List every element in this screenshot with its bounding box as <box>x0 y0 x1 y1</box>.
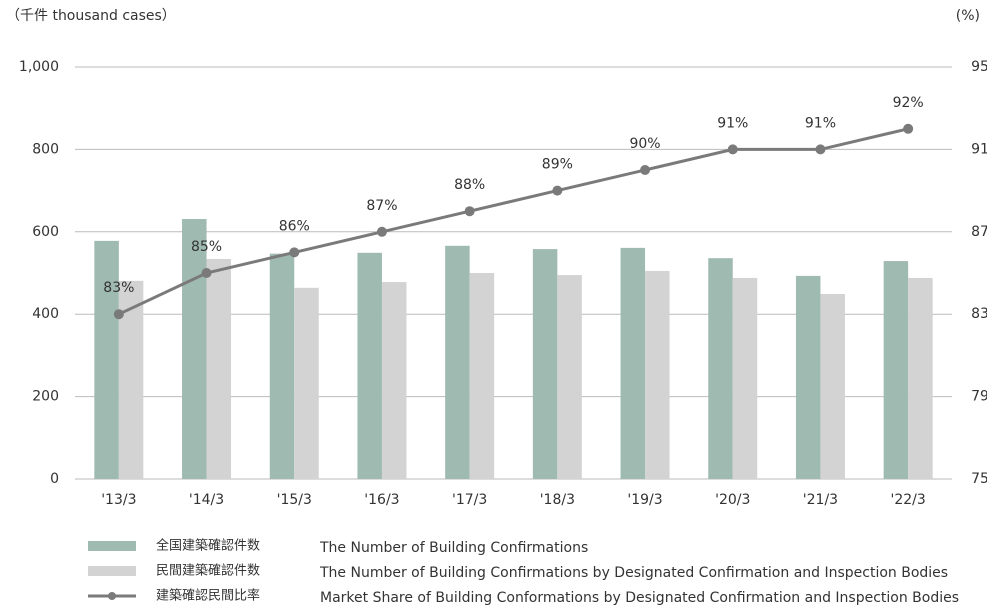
data-label: 86% <box>279 218 310 234</box>
bar <box>620 247 646 479</box>
line-point <box>727 144 738 155</box>
line-point <box>376 226 387 237</box>
bar <box>469 273 495 479</box>
y2-tick-label: 83 <box>971 306 987 322</box>
bar <box>645 270 670 479</box>
y-tick-label: 800 <box>32 141 59 157</box>
data-label: 87% <box>366 198 397 214</box>
data-label: 91% <box>805 115 836 131</box>
y2-tick-label: 79 <box>971 389 987 405</box>
legend-description: Market Share of Building Conformations b… <box>320 590 959 606</box>
x-tick-label: '18/3 <box>540 492 575 508</box>
x-tick-label: '19/3 <box>627 492 662 508</box>
bar <box>732 277 758 479</box>
bar <box>206 258 232 479</box>
line-point <box>289 247 300 258</box>
bar <box>795 275 821 479</box>
legend-description: The Number of Building Confirmations by … <box>319 565 948 581</box>
bar <box>883 261 909 479</box>
legend-label: 建築確認民間比率 <box>156 588 260 604</box>
line-point <box>201 268 212 278</box>
x-tick-label: '13/3 <box>101 492 136 508</box>
bar <box>557 275 582 479</box>
y2-axis-label: (%) <box>956 8 980 24</box>
y2-tick-label: 87 <box>971 224 987 240</box>
legend-label: 全国建築確認件数 <box>156 538 260 554</box>
bar <box>269 253 295 479</box>
y-tick-label: 400 <box>32 306 59 322</box>
bar <box>94 240 119 479</box>
x-tick-label: '14/3 <box>189 492 224 508</box>
line-point <box>552 185 563 196</box>
bar <box>908 277 933 479</box>
y-tick-label: 600 <box>32 224 59 240</box>
data-label: 88% <box>454 177 485 193</box>
y-axis-label: （千件 thousand cases） <box>6 8 176 24</box>
line <box>118 127 909 316</box>
line-point <box>464 206 475 217</box>
x-tick-label: '21/3 <box>803 492 838 508</box>
line-point <box>815 144 826 155</box>
data-label: 83% <box>103 280 134 296</box>
y-tick-label: 1,000 <box>19 59 59 75</box>
bar <box>708 258 733 479</box>
legend-swatch <box>108 592 116 600</box>
x-tick-label: '16/3 <box>364 492 399 508</box>
x-tick-label: '17/3 <box>452 492 487 508</box>
data-label: 85% <box>191 239 222 255</box>
y-tick-label: 200 <box>32 389 59 405</box>
data-label: 91% <box>717 115 748 131</box>
legend-swatch <box>88 566 136 576</box>
y2-tick-label: 91 <box>971 141 987 157</box>
bar <box>381 282 407 479</box>
line-point <box>903 123 914 134</box>
bar <box>532 249 558 479</box>
x-tick-label: '22/3 <box>891 492 926 508</box>
bar <box>445 245 470 479</box>
legend-label: 民間建築確認件数 <box>156 563 260 579</box>
bar <box>820 294 845 479</box>
legend-description: The Number of Building Confirmations <box>319 540 588 556</box>
data-label: 89% <box>542 157 573 173</box>
y2-tick-label: 75 <box>971 471 987 487</box>
line-point <box>113 309 124 320</box>
bar <box>294 287 319 479</box>
y-tick-label: 0 <box>50 471 59 487</box>
data-label: 90% <box>629 136 660 152</box>
legend-swatch <box>88 541 136 551</box>
bar <box>357 252 382 479</box>
bar <box>182 219 207 479</box>
y2-tick-label: 95 <box>971 59 987 75</box>
x-tick-label: '20/3 <box>715 492 750 508</box>
data-label: 92% <box>893 95 924 111</box>
line-point <box>640 165 651 175</box>
bar <box>118 280 144 479</box>
x-tick-label: '15/3 <box>277 492 312 508</box>
